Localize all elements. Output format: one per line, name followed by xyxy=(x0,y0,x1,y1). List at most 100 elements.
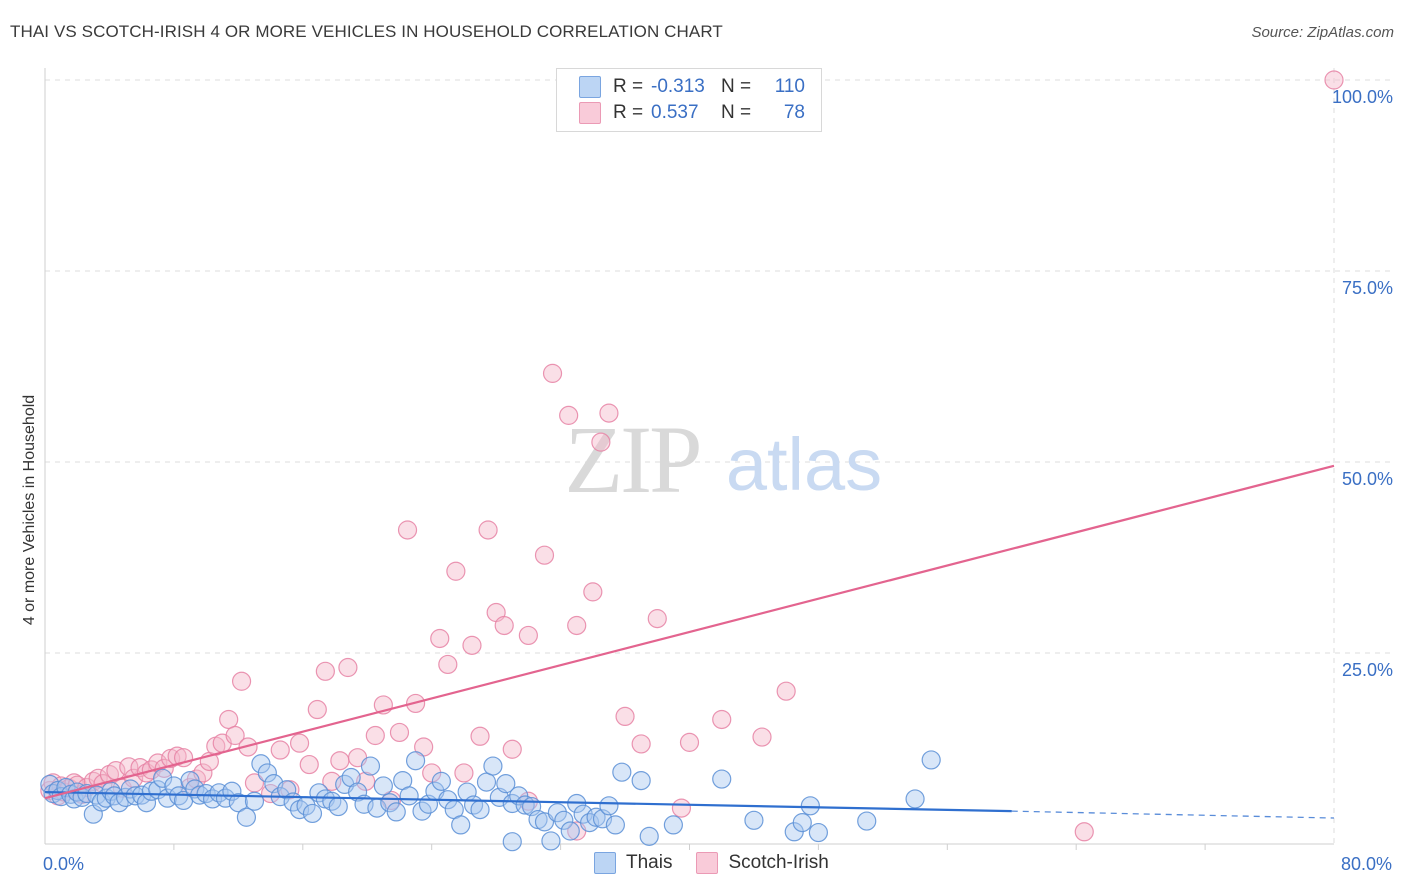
legend-swatch-scotch-irish xyxy=(696,852,719,874)
scotch-irish-point xyxy=(776,681,796,701)
y-tick-label: 75.0% xyxy=(1342,278,1393,298)
thais-point xyxy=(277,780,297,800)
thais-point xyxy=(712,769,732,789)
thais-point xyxy=(560,821,580,841)
thais-point xyxy=(586,807,606,827)
thais-point xyxy=(599,796,619,816)
source-label: Source: ZipAtlas.com xyxy=(1251,24,1394,41)
scotch-irish-point xyxy=(397,520,418,540)
grid-lines xyxy=(45,68,1392,844)
tick-labels: 25.0% 50.0% 75.0% 100.0% 0.0% 80.0% xyxy=(43,87,1393,874)
scotch-irish-point xyxy=(567,615,587,636)
thais-point xyxy=(921,750,941,770)
scotch-irish-point xyxy=(647,609,667,629)
legend-n-value: 78 xyxy=(783,102,805,123)
scotch-irish-point xyxy=(462,635,482,655)
trend-line-extension xyxy=(1011,810,1335,819)
y-tick-label: 25.0% xyxy=(1342,660,1393,680)
scotch-irish-point xyxy=(299,754,319,775)
x-tick-label: 80.0% xyxy=(1341,854,1392,874)
y-tick-label: 50.0% xyxy=(1342,469,1393,489)
scotch-irish-point xyxy=(494,615,514,636)
legend-r-value: 0.537 xyxy=(651,102,699,123)
thais-point xyxy=(373,776,393,796)
thais-point xyxy=(534,812,555,832)
thais-point xyxy=(431,771,451,791)
trend-line xyxy=(44,790,1012,813)
legend-item-scotch-irish: Scotch-Irish xyxy=(696,852,829,874)
scotch-irish-point xyxy=(365,725,385,746)
legend-n-label: N = xyxy=(721,76,752,97)
scotch-irish-point xyxy=(307,699,327,720)
scotch-irish-point xyxy=(559,405,579,425)
scotch-irish-point xyxy=(542,363,563,383)
y-axis-label: 4 or more Vehicles in Household xyxy=(21,394,38,626)
thais-point xyxy=(360,756,381,776)
legend-row-scotch-irish: R = 0.537 N = 78 xyxy=(579,100,805,126)
thais-point xyxy=(399,786,419,806)
thais-point xyxy=(808,822,829,843)
thais-point xyxy=(744,810,764,830)
scotch-irish-point xyxy=(330,751,350,771)
thais-point xyxy=(141,781,161,801)
thais-point xyxy=(451,815,471,835)
legend-r-label: R = xyxy=(613,102,644,123)
thais-point xyxy=(347,782,368,802)
trend-lines xyxy=(44,464,1335,819)
thais-point xyxy=(328,796,348,817)
x-tick-label: 0.0% xyxy=(43,854,84,874)
watermark-zip: ZIP xyxy=(565,406,700,513)
thais-point xyxy=(792,813,812,833)
thais-point xyxy=(605,815,625,835)
scotch-irish-point xyxy=(518,625,538,646)
thais-point xyxy=(244,791,265,811)
thais-point xyxy=(236,807,257,827)
scotch-irish-point xyxy=(470,726,490,746)
thais-point xyxy=(502,832,522,852)
scotch-irish-point xyxy=(591,432,611,452)
scotch-irish-point xyxy=(231,671,252,691)
scotch-irish-point xyxy=(679,732,700,752)
series-legend: Thais Scotch-Irish xyxy=(594,852,853,874)
thais-point xyxy=(541,831,561,851)
thais-point xyxy=(631,770,651,791)
scotch-irish-point xyxy=(225,725,245,746)
thais-point xyxy=(639,826,659,846)
scotch-irish-point xyxy=(438,654,458,675)
thais-point xyxy=(386,802,406,822)
legend-swatch-scotch-irish xyxy=(579,102,601,124)
legend-swatch-thais xyxy=(579,76,601,98)
legend-label-thais: Thais xyxy=(626,852,673,873)
thais-point xyxy=(554,810,574,830)
scotch-irish-point xyxy=(534,545,555,565)
scotch-irish-point xyxy=(752,727,772,747)
scotch-irish-point xyxy=(502,739,522,759)
thais-point xyxy=(153,768,173,788)
scotch-irish-point xyxy=(289,733,310,753)
scotch-irish-point xyxy=(270,740,290,760)
scotch-irish-point xyxy=(631,734,651,754)
scotch-irish-point xyxy=(478,520,498,540)
thais-point xyxy=(612,762,632,782)
thais-point xyxy=(663,815,683,835)
scotch-irish-point xyxy=(583,582,603,602)
thais-point xyxy=(800,796,820,816)
scotch-irish-point xyxy=(238,737,258,757)
thais-point xyxy=(470,800,490,820)
thais-point xyxy=(228,793,248,813)
y-axis-label-wrap: 4 or more Vehicles in Household xyxy=(18,300,42,720)
thais-point xyxy=(857,811,877,831)
scotch-irish-point xyxy=(599,403,619,423)
thais-point xyxy=(483,756,503,776)
legend-item-thais: Thais xyxy=(594,852,672,874)
scotch-irish-point xyxy=(615,706,635,727)
y-tick-label: 100.0% xyxy=(1332,87,1393,107)
scotch-irish-point xyxy=(389,722,410,743)
legend-row-thais: R = -0.313 N = 110 xyxy=(579,74,805,100)
thais-point xyxy=(905,789,925,809)
scotch-irish-point xyxy=(430,628,450,649)
scotch-irish-point xyxy=(356,771,376,791)
scotch-irish-point xyxy=(1324,70,1344,90)
thais-point xyxy=(476,772,497,792)
watermark: ZIP atlas xyxy=(565,406,883,513)
